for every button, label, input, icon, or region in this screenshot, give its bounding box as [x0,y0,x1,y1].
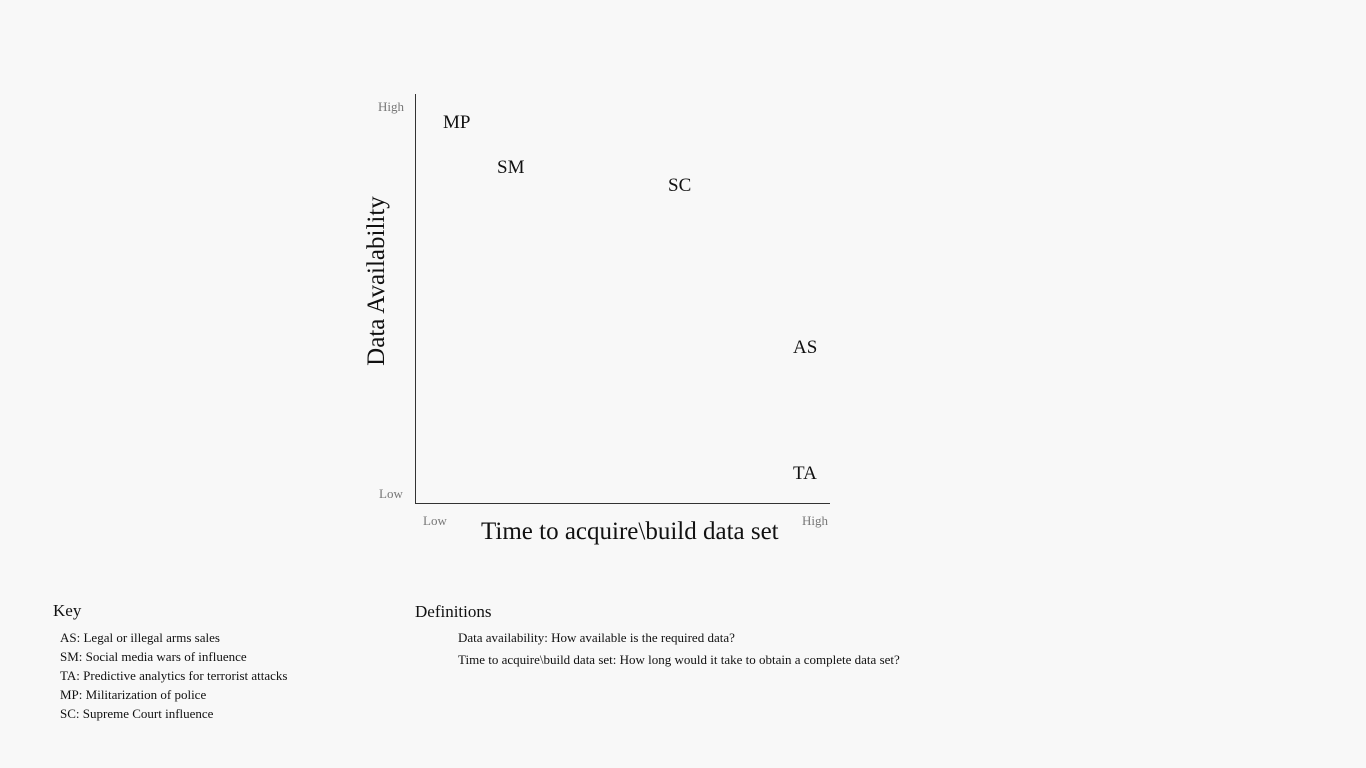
key-item-sc: SC: Supreme Court influence [60,706,214,721]
definition-data-availability: Data availability: How available is the … [458,630,735,645]
x-tick-high: High [802,513,828,528]
key-item-sm: SM: Social media wars of influence [60,649,247,664]
key-item-as: AS: Legal or illegal arms sales [60,630,220,645]
x-axis-line [415,503,830,504]
key-item-mp: MP: Militarization of police [60,687,207,702]
point-label-sc: SC [668,175,692,196]
definitions-title: Definitions [415,602,492,621]
x-tick-low: Low [423,513,447,528]
y-axis-line [415,94,416,503]
x-axis-title: Time to acquire\build data set [481,518,779,545]
point-label-ta: TA [793,463,817,484]
key-title: Key [53,601,82,620]
y-tick-high: High [378,99,404,114]
definitions-list: Data availability: How available is the … [458,630,900,674]
point-label-mp: MP [443,112,471,133]
point-label-sm: SM [497,157,525,178]
point-label-as: AS [793,337,818,358]
key-item-ta: TA: Predictive analytics for terrorist a… [60,668,288,683]
key-list: AS: Legal or illegal arms sales SM: Soci… [60,630,287,725]
y-tick-low: Low [379,486,403,501]
y-axis-title: Data Availability [363,196,390,366]
definition-time-to-acquire: Time to acquire\build data set: How long… [458,652,900,667]
